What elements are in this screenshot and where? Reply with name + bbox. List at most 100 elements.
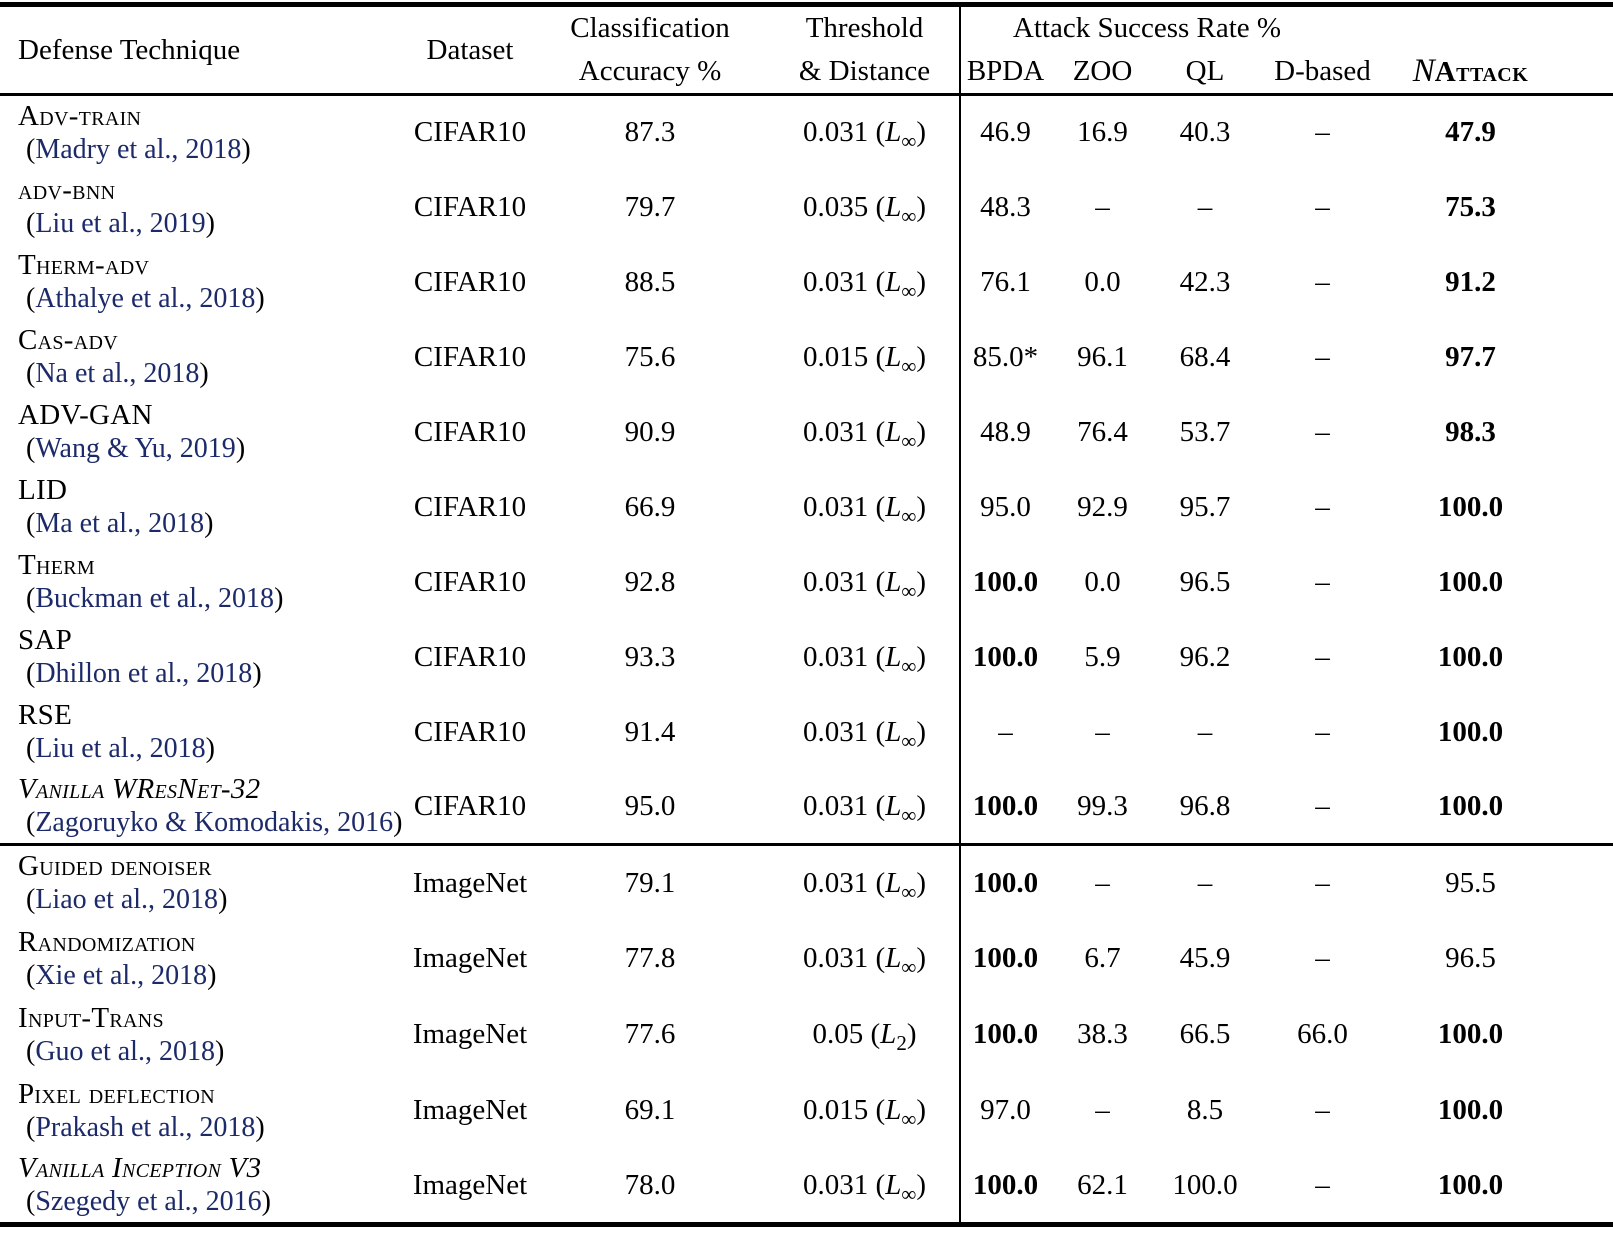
table-row: Adv-train (Madry et al., 2018) CIFAR10 87.3… — [0, 94, 1613, 170]
norm-letter: L — [885, 789, 902, 822]
paren-close: ) — [906, 1018, 917, 1050]
accuracy-cell: 93.3 — [624, 640, 676, 673]
citation-link[interactable]: Dhillon et al., 2018 — [35, 658, 253, 689]
table-row: LID (Ma et al., 2018) CIFAR10 66.9 0.031 (L∞… — [0, 469, 1613, 545]
citation-link[interactable]: Madry et al., 2018 — [35, 133, 242, 165]
dataset-cell: CIFAR10 — [413, 640, 527, 673]
paren-open: ( — [875, 640, 886, 673]
threshold-value: 0.031 — [803, 490, 876, 523]
attack-cell-bpda: 48.9 — [959, 394, 1050, 470]
paren-close: ) — [916, 190, 926, 223]
citation-link[interactable]: Xie et al., 2018 — [35, 959, 208, 991]
paren-close: ) — [916, 340, 926, 373]
table-body: Adv-train (Madry et al., 2018) CIFAR10 87.3… — [0, 94, 1613, 1225]
citation: (Buckman et al., 2018) — [18, 582, 410, 615]
paren-open: ( — [875, 1094, 886, 1126]
paren-open: ( — [26, 283, 36, 314]
citation-link[interactable]: Szegedy et al., 2016 — [35, 1186, 262, 1218]
citation-link[interactable]: Prakash et al., 2018 — [35, 1111, 256, 1143]
norm-letter: L — [885, 1094, 902, 1126]
dataset-cell: CIFAR10 — [413, 415, 527, 448]
citation-link[interactable]: Liao et al., 2018 — [35, 884, 219, 916]
table-row: Therm (Buckman et al., 2018) CIFAR10 92.8 0.… — [0, 544, 1613, 620]
defense-cell: Adv-train (Madry et al., 2018) — [0, 95, 410, 170]
defense-name: Vanilla Inception V3 — [18, 1152, 262, 1185]
attack-cell-dbased: – — [1315, 490, 1330, 523]
table-row: RSE (Liu et al., 2018) CIFAR10 91.4 0.031 (L… — [0, 694, 1613, 770]
attack-cell-ql: 40.3 — [1179, 116, 1231, 149]
table-row: Guided denoiser (Liao et al., 2018) ImageN… — [0, 843, 1613, 921]
dataset-cell: ImageNet — [412, 1018, 528, 1050]
paren-open: ( — [26, 807, 36, 839]
norm-subscript: ∞ — [901, 353, 917, 378]
threshold-cell: 0.05 (L2) — [770, 997, 960, 1073]
citation-link[interactable]: Athalye et al., 2018 — [35, 283, 256, 314]
paren-close: ) — [241, 133, 251, 165]
norm-letter: L — [885, 265, 902, 298]
paren-close: ) — [255, 283, 265, 314]
attack-cell-bpda: 46.9 — [959, 94, 1050, 170]
citation-link[interactable]: Zagoruyko & Komodakis, 2016 — [35, 807, 394, 839]
paren-open: ( — [875, 490, 886, 523]
norm-subscript: ∞ — [901, 653, 917, 678]
attack-cell-zoo: – — [1095, 715, 1110, 748]
threshold-value: 0.031 — [803, 265, 876, 298]
paren-open: ( — [870, 1018, 881, 1050]
attack-cell-bpda: 100.0 — [959, 843, 1050, 921]
attack-cell-nattack: 100.0 — [1437, 1094, 1504, 1126]
attack-cell-zoo: 76.4 — [1077, 415, 1128, 448]
attack-cell-zoo: – — [1050, 843, 1155, 921]
table-header: Defense Technique Dataset Classification… — [0, 4, 1613, 95]
threshold-cell: 0.031 (L∞) — [770, 770, 960, 845]
norm-letter: L — [880, 1018, 897, 1050]
norm-subscript: ∞ — [901, 578, 917, 603]
citation: (Wang & Yu, 2019) — [18, 432, 410, 465]
norm-subscript: ∞ — [901, 503, 917, 528]
citation-link[interactable]: Liu et al., 2018 — [35, 733, 206, 764]
attack-cell-zoo: 96.1 — [1077, 340, 1128, 373]
accuracy-cell: 91.4 — [624, 715, 676, 748]
citation-link[interactable]: Buckman et al., 2018 — [35, 583, 275, 614]
defense-cell: adv-bnn (Liu et al., 2019) — [0, 170, 410, 245]
paren-open: ( — [26, 1111, 36, 1143]
threshold-value: 0.031 — [803, 415, 876, 448]
attack-cell-ql: 68.4 — [1179, 340, 1231, 373]
dataset-cell: ImageNet — [412, 1168, 528, 1201]
citation-link[interactable]: Liu et al., 2019 — [35, 208, 206, 239]
attack-cell-zoo: 62.1 — [1077, 1168, 1128, 1201]
norm-letter: L — [885, 190, 902, 223]
col-header-defense-technique: Defense Technique — [18, 33, 241, 66]
defense-cell: Therm (Buckman et al., 2018) — [0, 545, 410, 620]
citation: (Na et al., 2018) — [18, 357, 410, 390]
threshold-cell: 0.031 (L∞) — [770, 245, 960, 320]
defense-cell: Cas-adv (Na et al., 2018) — [0, 320, 410, 395]
citation-link[interactable]: Na et al., 2018 — [35, 358, 200, 389]
accuracy-cell: 69.1 — [624, 1094, 676, 1126]
citation-link[interactable]: Ma et al., 2018 — [35, 508, 205, 539]
attack-cell-ql: – — [1155, 843, 1255, 921]
defense-name: Input-Trans — [18, 1001, 164, 1034]
table-row: Vanilla WResNet-32 (Zagoruyko & Komodakis… — [0, 769, 1613, 845]
defense-cell: RSE (Liu et al., 2018) — [0, 695, 410, 770]
attack-cell-dbased: – — [1315, 1168, 1330, 1201]
citation: (Guo et al., 2018) — [18, 1035, 410, 1068]
attack-cell-ql: 8.5 — [1186, 1094, 1224, 1126]
paren-open: ( — [875, 116, 886, 149]
paren-open: ( — [26, 658, 36, 689]
paren-close: ) — [261, 1186, 271, 1218]
paren-open: ( — [26, 208, 36, 239]
defense-name: Adv-train — [18, 99, 142, 132]
attack-cell-zoo: 38.3 — [1077, 1018, 1128, 1050]
norm-subscript: ∞ — [901, 728, 917, 753]
citation-link[interactable]: Wang & Yu, 2019 — [35, 433, 236, 464]
paren-close: ) — [235, 433, 246, 464]
attack-cell-bpda: – — [959, 694, 1050, 770]
attack-cell-zoo: 6.7 — [1084, 942, 1121, 974]
col-header-dataset: Dataset — [426, 33, 514, 66]
norm-letter: L — [885, 415, 902, 448]
paren-close: ) — [916, 1094, 926, 1126]
citation-link[interactable]: Guo et al., 2018 — [35, 1035, 215, 1067]
attack-cell-bpda: 76.1 — [959, 244, 1050, 320]
defense-name: ADV-GAN — [18, 399, 153, 431]
